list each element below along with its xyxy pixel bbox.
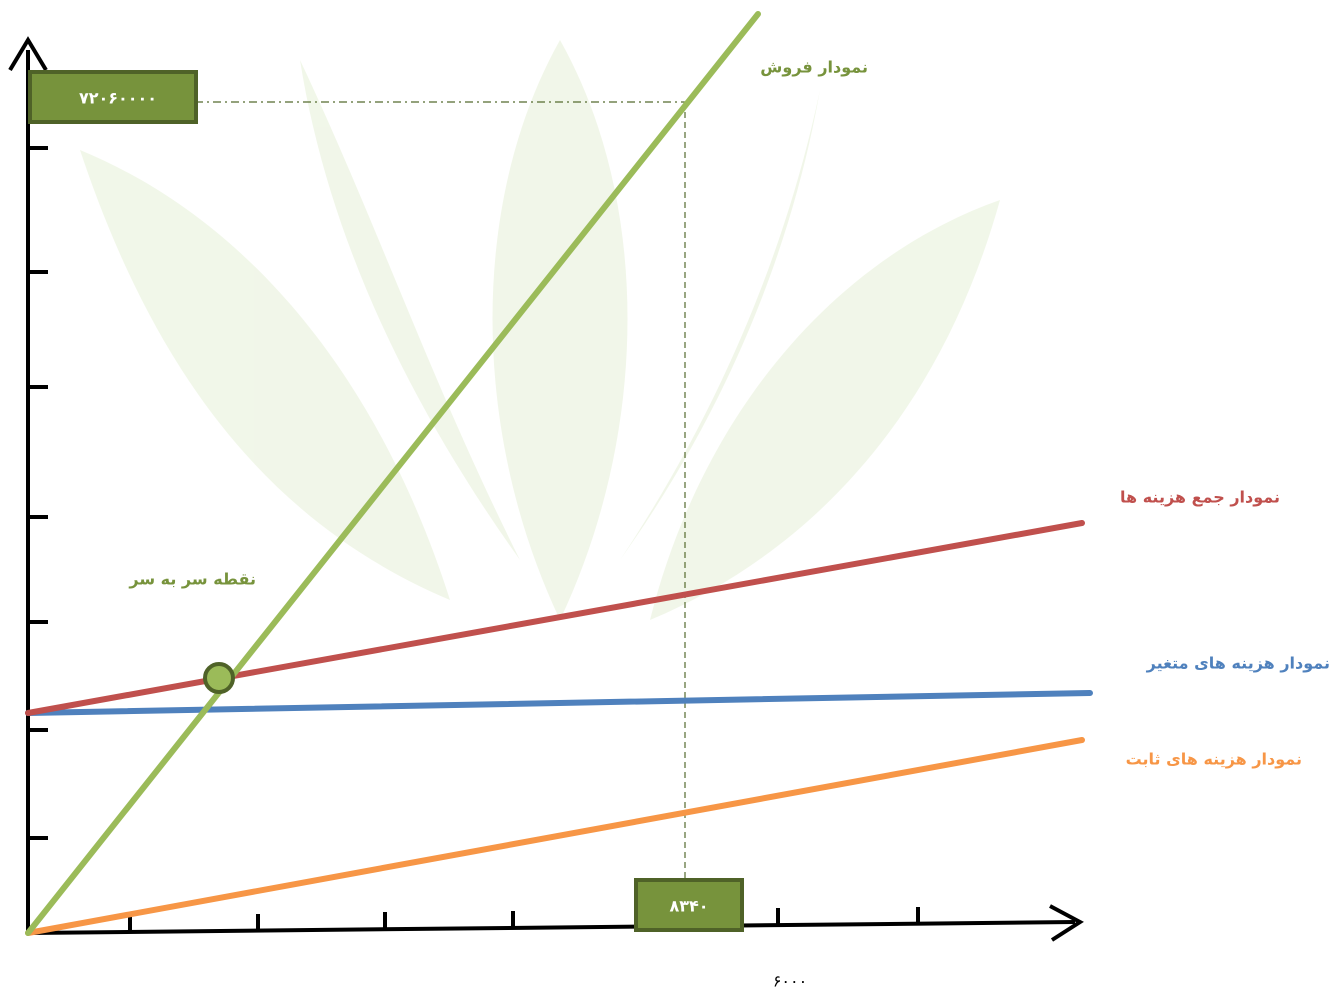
y-value-box [28,70,198,124]
variable-cost-label: نمودار هزینه های متغیر [1146,654,1330,673]
x-value: ۸۳۴۰ [669,897,708,916]
total-cost-label: نمودار جمع هزینه ها [1120,488,1280,507]
break-even-label: نقطه سر به سر [128,570,256,589]
fixed-cost-line [25,737,1085,936]
x-value-box [634,878,744,932]
sales-line [25,11,761,936]
axes [8,36,1084,942]
y-value: ۷۲۰۶۰۰۰۰ [79,89,157,108]
sales-label: نمودار فروش [760,58,868,77]
background-leaves [80,40,1000,620]
break-even-point [203,662,235,694]
x-arrow [1049,904,1084,942]
fixed-cost-label: نمودار هزینه های ثابت [1126,750,1302,769]
guides [195,101,686,880]
y-arrow [8,36,48,72]
variable-cost-line [25,690,1093,716]
ticks [28,146,920,932]
x-axis [27,920,1076,935]
x-axis-note: ۶۰۰۰ [773,972,807,991]
